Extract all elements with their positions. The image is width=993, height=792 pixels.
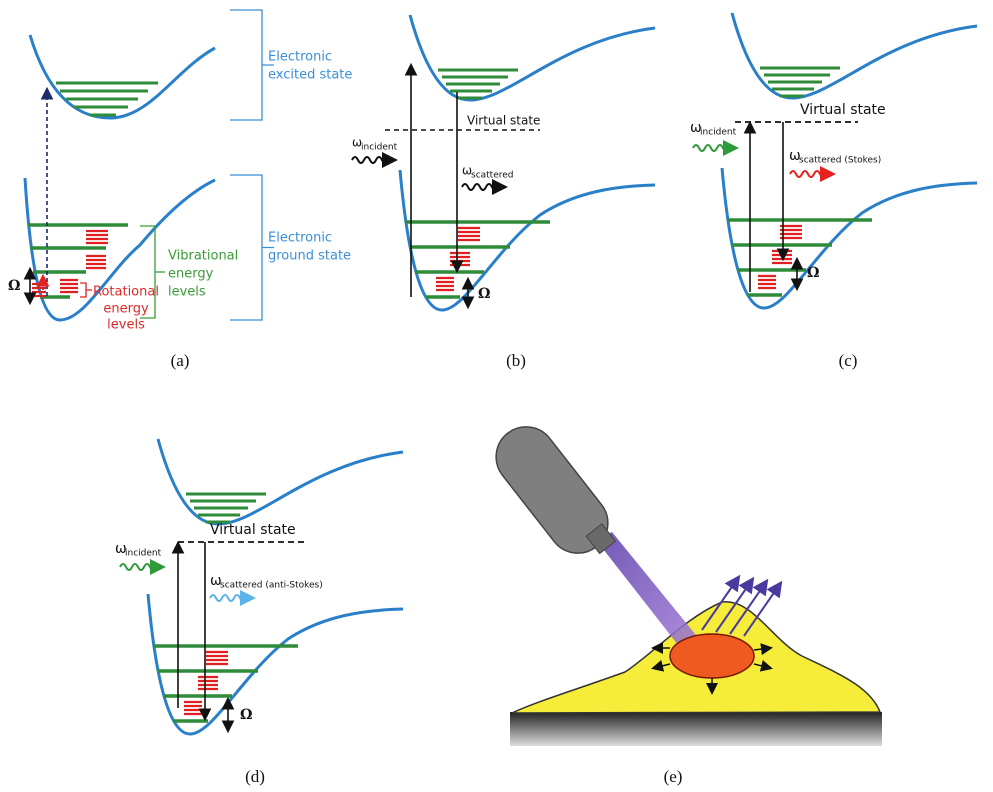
rotational-label: levels [107, 318, 145, 333]
omega-label: Ω [8, 278, 20, 294]
bracket [80, 283, 92, 297]
virtual-state-label: Virtual state [800, 102, 886, 118]
incident-subscript: incident [125, 549, 162, 559]
cell-illustration [484, 415, 882, 746]
vibrational-label: levels [168, 285, 206, 300]
caption: (b) [506, 351, 526, 370]
omega-label: Ω [478, 286, 490, 302]
bracket [230, 10, 274, 120]
photon [462, 184, 504, 190]
virtual-state-label: Virtual state [467, 114, 540, 128]
incident-subscript: incident [361, 143, 398, 153]
caption: (e) [664, 767, 683, 786]
scattered-subscript: scattered (anti-Stokes) [220, 581, 323, 591]
potential-curve [732, 13, 977, 98]
bracket [230, 175, 274, 320]
incident-subscript: incident [700, 128, 737, 138]
photon [120, 564, 162, 570]
vibrational-label: energy [168, 267, 214, 282]
excited-state-label: excited state [268, 68, 352, 83]
rotational-label: energy [103, 302, 149, 317]
ground-state-label: ground state [268, 249, 351, 264]
photon [790, 171, 832, 177]
ground-state-label: Electronic [268, 231, 332, 246]
omega-label: Ω [240, 707, 252, 723]
omega-label: Ω [807, 265, 819, 281]
caption: (a) [171, 351, 190, 370]
laser-beam [596, 532, 700, 650]
nucleus [670, 634, 754, 678]
scattered-subscript: scattered (Stokes) [799, 156, 881, 166]
caption: (d) [245, 767, 265, 786]
excited-state-label: Electronic [268, 50, 332, 65]
potential-curve [410, 15, 655, 100]
figure: Electronic excited state Electronic grou… [0, 0, 993, 792]
vibrational-label: Vibrational [168, 249, 238, 264]
substrate [510, 712, 882, 746]
rotational-label: Rotational [93, 285, 159, 300]
potential-curve [158, 439, 403, 524]
caption: (c) [839, 351, 858, 370]
photon [693, 145, 735, 151]
scattered-subscript: scattered [471, 171, 514, 181]
photon [352, 157, 394, 163]
virtual-state-label: Virtual state [210, 522, 296, 538]
photon [210, 595, 252, 601]
